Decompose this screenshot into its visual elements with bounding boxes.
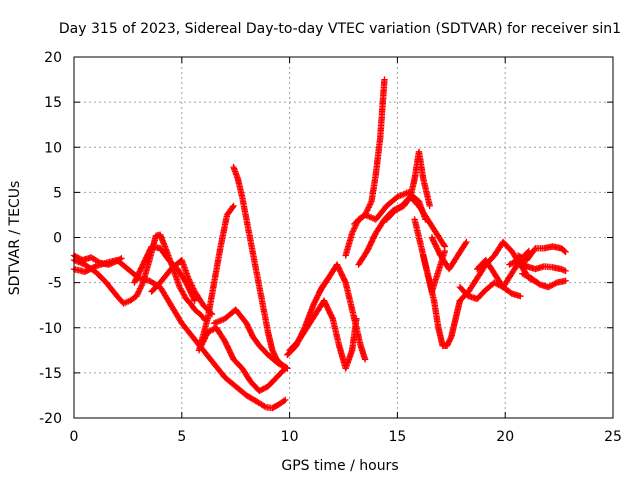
y-tick-label: 5 bbox=[53, 185, 62, 201]
chart-title: Day 315 of 2023, Sidereal Day-to-day VTE… bbox=[59, 21, 621, 37]
x-tick-label: 25 bbox=[604, 429, 622, 445]
series-8 bbox=[230, 163, 291, 372]
y-tick-label: 15 bbox=[44, 95, 62, 111]
series-5 bbox=[131, 243, 198, 304]
y-tick-label: -5 bbox=[48, 276, 62, 292]
plus-markers bbox=[506, 256, 569, 275]
series-11 bbox=[286, 297, 360, 372]
plus-markers bbox=[286, 297, 360, 372]
series-25 bbox=[519, 270, 569, 291]
x-tick-label: 15 bbox=[388, 429, 406, 445]
series-19 bbox=[420, 247, 448, 295]
x-tick-label: 20 bbox=[496, 429, 514, 445]
series-23 bbox=[506, 256, 569, 275]
plus-markers bbox=[428, 234, 470, 273]
plus-markers bbox=[210, 306, 291, 372]
y-tick-label: -15 bbox=[39, 366, 62, 382]
series-24 bbox=[514, 243, 569, 264]
plus-markers bbox=[342, 76, 388, 259]
plus-markers bbox=[198, 324, 289, 395]
series-7 bbox=[198, 324, 289, 395]
plus-markers bbox=[131, 243, 198, 304]
x-axis-ticks: 0 5 10 15 20 25 bbox=[70, 57, 622, 445]
y-tick-label: -10 bbox=[39, 321, 62, 337]
x-tick-label: 5 bbox=[177, 429, 186, 445]
data-markers bbox=[70, 76, 569, 412]
plus-markers bbox=[316, 261, 369, 363]
plus-markers bbox=[420, 247, 448, 295]
plus-markers bbox=[383, 148, 433, 223]
x-tick-label: 0 bbox=[70, 429, 79, 445]
series-6 bbox=[195, 202, 237, 354]
x-tick-label: 10 bbox=[281, 429, 299, 445]
series-18 bbox=[428, 234, 470, 273]
plus-markers bbox=[230, 163, 291, 372]
series-16 bbox=[383, 148, 433, 223]
y-tick-label: 10 bbox=[44, 140, 62, 156]
series-13 bbox=[342, 76, 388, 259]
x-axis-title: GPS time / hours bbox=[281, 458, 398, 474]
plus-markers bbox=[514, 243, 569, 264]
y-tick-label: 0 bbox=[53, 231, 62, 247]
y-tick-label: -20 bbox=[39, 411, 62, 427]
y-tick-label: 20 bbox=[44, 50, 62, 66]
series-9 bbox=[210, 306, 291, 372]
gridlines bbox=[74, 57, 613, 418]
y-axis-title: SDTVAR / TECUs bbox=[7, 181, 23, 296]
series-12 bbox=[316, 261, 369, 363]
plus-markers bbox=[456, 238, 541, 304]
series-21 bbox=[456, 238, 541, 304]
plus-markers bbox=[195, 202, 237, 354]
y-axis-ticks: -20 -15 -10 -5 0 5 10 15 20 bbox=[39, 50, 613, 427]
plus-markers bbox=[519, 270, 569, 291]
